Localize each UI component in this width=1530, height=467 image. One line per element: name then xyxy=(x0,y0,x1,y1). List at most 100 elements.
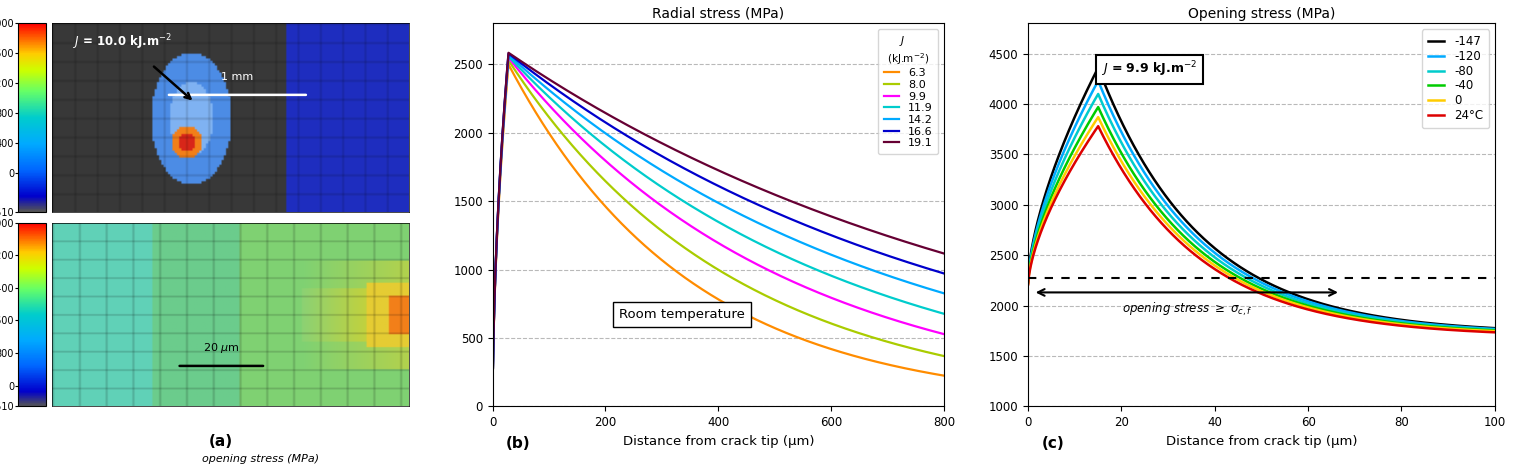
Line: -120: -120 xyxy=(1028,81,1495,329)
8.0 xyxy=(506,69,525,75)
-120 xyxy=(1472,325,1490,331)
14.2 xyxy=(483,365,502,371)
-80 xyxy=(1386,318,1405,324)
-147 xyxy=(1233,266,1252,272)
-120 xyxy=(1043,178,1062,184)
Title: Radial stress (MPa): Radial stress (MPa) xyxy=(652,7,785,21)
6.3 xyxy=(704,293,722,299)
9.9 xyxy=(923,328,941,333)
16.6 xyxy=(935,271,953,276)
14.2 xyxy=(704,197,722,203)
Line: 6.3: 6.3 xyxy=(493,64,944,375)
9.9 xyxy=(692,229,710,235)
19.1 xyxy=(704,165,722,170)
24°C xyxy=(1043,203,1062,209)
8.0 xyxy=(935,353,953,359)
-120 xyxy=(1245,276,1264,282)
9.9 xyxy=(838,302,857,307)
-80 xyxy=(1472,326,1490,332)
0 xyxy=(1043,198,1062,204)
-40 xyxy=(1089,104,1108,110)
6.3 xyxy=(506,76,525,82)
-147 xyxy=(1089,65,1108,71)
11.9 xyxy=(838,280,857,285)
-147 xyxy=(1245,273,1264,279)
0 xyxy=(1233,280,1252,285)
-147 xyxy=(1486,325,1504,331)
24°C xyxy=(1472,329,1490,334)
Legend: -147, -120, -80, -40, 0, 24°C: -147, -120, -80, -40, 0, 24°C xyxy=(1421,29,1489,128)
-40 xyxy=(1019,280,1037,285)
-120 xyxy=(1386,318,1405,323)
24°C xyxy=(1386,322,1405,328)
-120 xyxy=(1472,325,1490,331)
Text: 20 $\mu$m: 20 $\mu$m xyxy=(203,341,240,355)
-40 xyxy=(1472,327,1490,333)
-147 xyxy=(1043,171,1062,177)
Text: $\mathbf{\it{J}}$ = 9.9 kJ.m$^{-2}$: $\mathbf{\it{J}}$ = 9.9 kJ.m$^{-2}$ xyxy=(1102,59,1198,79)
Legend: 6.3, 8.0, 9.9, 11.9, 14.2, 16.6, 19.1: 6.3, 8.0, 9.9, 11.9, 14.2, 16.6, 19.1 xyxy=(878,29,938,154)
Text: (a): (a) xyxy=(210,434,233,449)
6.3 xyxy=(935,373,953,378)
-40 xyxy=(1386,320,1405,325)
8.0 xyxy=(704,263,722,269)
Line: 0: 0 xyxy=(1028,117,1495,331)
14.2 xyxy=(935,290,953,296)
8.0 xyxy=(483,366,502,371)
-80 xyxy=(1245,280,1264,285)
-40 xyxy=(1486,328,1504,333)
0 xyxy=(1019,281,1037,286)
Line: 14.2: 14.2 xyxy=(493,55,944,368)
Text: Room temperature: Room temperature xyxy=(620,308,745,321)
-40 xyxy=(1245,283,1264,289)
8.0 xyxy=(923,350,941,356)
-80 xyxy=(1486,327,1504,333)
8.0 xyxy=(838,327,857,333)
-80 xyxy=(1089,91,1108,97)
14.2 xyxy=(499,52,517,57)
16.6 xyxy=(704,180,722,186)
11.9 xyxy=(506,62,525,67)
6.3 xyxy=(838,352,857,357)
11.9 xyxy=(499,53,517,59)
X-axis label: Distance from crack tip (μm): Distance from crack tip (μm) xyxy=(1166,435,1357,447)
6.3 xyxy=(483,366,502,372)
16.6 xyxy=(692,174,710,180)
Title: Opening stress (MPa): Opening stress (MPa) xyxy=(1187,7,1336,21)
6.3 xyxy=(923,371,941,376)
14.2 xyxy=(838,259,857,264)
11.9 xyxy=(483,365,502,371)
24°C xyxy=(1486,330,1504,335)
0 xyxy=(1486,328,1504,334)
-80 xyxy=(1019,278,1037,284)
-120 xyxy=(1233,269,1252,275)
-120 xyxy=(1486,326,1504,332)
-147 xyxy=(1019,276,1037,282)
11.9 xyxy=(935,311,953,317)
24°C xyxy=(1245,289,1264,294)
16.6 xyxy=(923,267,941,272)
Text: opening stress (MPa): opening stress (MPa) xyxy=(202,454,318,464)
14.2 xyxy=(921,287,939,292)
Text: (c): (c) xyxy=(1042,437,1065,452)
Line: -40: -40 xyxy=(1028,107,1495,331)
16.6 xyxy=(499,51,517,57)
Line: -147: -147 xyxy=(1028,68,1495,328)
9.9 xyxy=(935,331,953,337)
Line: 24°C: 24°C xyxy=(1028,126,1495,333)
0 xyxy=(1386,321,1405,326)
9.9 xyxy=(704,237,722,242)
0 xyxy=(1089,114,1108,120)
9.9 xyxy=(499,55,517,60)
0 xyxy=(1245,286,1264,291)
-147 xyxy=(1386,316,1405,322)
-80 xyxy=(1472,326,1490,332)
8.0 xyxy=(692,256,710,262)
19.1 xyxy=(921,247,939,253)
14.2 xyxy=(692,191,710,196)
Text: (b): (b) xyxy=(506,437,531,452)
Line: 8.0: 8.0 xyxy=(493,60,944,368)
19.1 xyxy=(499,50,517,56)
11.9 xyxy=(692,209,710,214)
-147 xyxy=(1472,325,1490,330)
